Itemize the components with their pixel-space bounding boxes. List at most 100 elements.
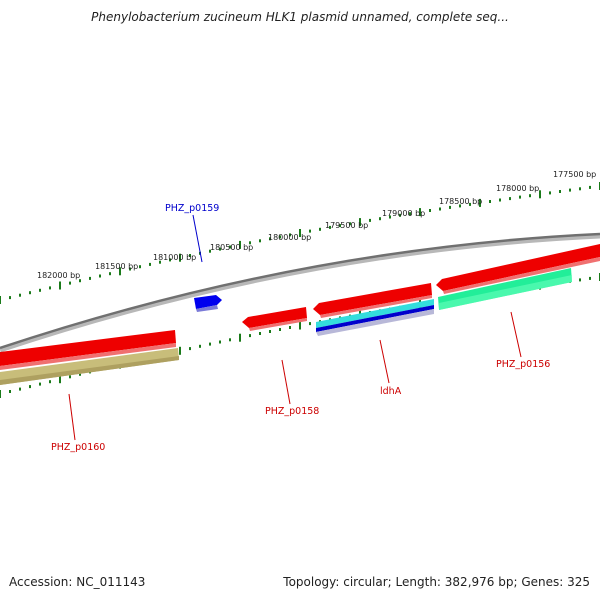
ruler-major-tick — [59, 375, 61, 384]
ruler-minor-tick — [459, 204, 461, 208]
ruler-minor-tick — [49, 286, 51, 290]
ruler-minor-tick — [109, 272, 111, 276]
upper-scale-ruler — [0, 182, 600, 304]
gene-PHZ_p0159[interactable] — [194, 295, 222, 312]
bp-label: 178500 bp — [439, 197, 482, 206]
ruler-minor-tick — [269, 237, 271, 241]
ruler-major-tick — [179, 253, 181, 262]
ruler-minor-tick — [399, 213, 401, 217]
gene-label-PHZ_p0159[interactable]: PHZ_p0159 — [165, 203, 219, 214]
ruler-minor-tick — [69, 281, 71, 285]
ruler-minor-tick — [319, 227, 321, 231]
ruler-minor-tick — [39, 382, 41, 386]
gene-label-PHZ_p0156[interactable]: PHZ_p0156 — [496, 359, 550, 370]
ruler-minor-tick — [199, 344, 201, 348]
bp-tick-labels: 177500 bp 178000 bp 178500 bp 179000 bp … — [37, 170, 596, 280]
ruler-minor-tick — [369, 218, 371, 222]
ruler-major-tick — [239, 240, 241, 249]
ruler-minor-tick — [19, 293, 21, 297]
ruler-minor-tick — [559, 190, 561, 193]
plasmid-backbone-line — [0, 232, 600, 350]
ruler-minor-tick — [389, 215, 391, 219]
ruler-minor-tick — [219, 247, 221, 251]
bp-label: 180000 bp — [268, 233, 311, 242]
ruler-minor-tick — [29, 385, 31, 389]
ruler-minor-tick — [229, 245, 231, 249]
ruler-minor-tick — [469, 202, 471, 206]
topology-summary: Topology: circular; Length: 382,976 bp; … — [283, 575, 590, 589]
ruler-minor-tick — [99, 274, 101, 278]
ruler-minor-tick — [549, 191, 551, 195]
ruler-minor-tick — [579, 187, 581, 191]
ruler-minor-tick — [309, 229, 311, 233]
ruler-minor-tick — [79, 372, 81, 376]
ruler-minor-tick — [429, 209, 431, 212]
ruler-major-tick — [539, 190, 541, 199]
ruler-minor-tick — [19, 387, 21, 391]
ruler-minor-tick — [279, 235, 281, 239]
ruler-minor-tick — [509, 197, 511, 201]
ruler-minor-tick — [269, 330, 271, 333]
accession-text: Accession: NC_011143 — [9, 575, 146, 589]
ruler-minor-tick — [169, 258, 171, 262]
ruler-minor-tick — [189, 347, 191, 351]
ruler-minor-tick — [49, 380, 51, 384]
ruler-major-tick — [359, 218, 361, 227]
ruler-minor-tick — [449, 205, 451, 209]
ruler-major-tick — [479, 198, 481, 207]
ruler-minor-tick — [579, 278, 581, 282]
bp-label: 179000 bp — [382, 209, 425, 218]
gene-label-PHZ_p0160[interactable]: PHZ_p0160 — [51, 442, 105, 453]
plasmid-backbone — [0, 233, 600, 353]
ruler-minor-tick — [489, 200, 491, 203]
ruler-minor-tick — [189, 254, 191, 257]
ruler-minor-tick — [129, 267, 131, 271]
feature-olive-track[interactable] — [0, 348, 179, 385]
feature-cyan-track[interactable] — [316, 299, 434, 336]
gene-PHZ_p0158[interactable] — [242, 307, 307, 331]
ruler-minor-tick — [379, 217, 381, 221]
ruler-minor-tick — [209, 342, 211, 346]
bp-label: 181000 bp — [153, 253, 196, 262]
ruler-minor-tick — [289, 233, 291, 237]
ruler-major-tick — [239, 333, 241, 342]
ruler-minor-tick — [9, 390, 11, 393]
bp-label: 180500 bp — [210, 243, 253, 252]
ruler-minor-tick — [249, 241, 251, 245]
gene-label-ldhA[interactable]: ldhA — [380, 386, 402, 397]
ruler-minor-tick — [29, 291, 31, 295]
ruler-minor-tick — [249, 334, 251, 338]
ruler-minor-tick — [69, 375, 71, 379]
ruler-minor-tick — [589, 276, 591, 280]
feature-teal-track[interactable] — [438, 268, 572, 310]
ruler-minor-tick — [309, 322, 311, 326]
ruler-minor-tick — [339, 224, 341, 228]
ruler-minor-tick — [409, 212, 411, 216]
bp-label: 177500 bp — [553, 170, 596, 179]
gene-label-PHZ_p0158[interactable]: PHZ_p0158 — [265, 406, 319, 417]
gene-ldhA[interactable] — [313, 283, 432, 318]
bp-label: 182000 bp — [37, 271, 80, 280]
ruler-major-tick — [299, 321, 301, 330]
ruler-minor-tick — [519, 195, 521, 199]
ruler-minor-tick — [229, 338, 231, 342]
bp-label: 178000 bp — [496, 184, 539, 193]
leader-ldhA — [379, 339, 390, 384]
ruler-minor-tick — [79, 279, 81, 283]
ruler-minor-tick — [529, 194, 531, 198]
ruler-minor-tick — [569, 188, 571, 192]
ruler-major-tick — [179, 346, 181, 355]
map-title: Phenylobacterium zucineum HLK1 plasmid u… — [91, 10, 509, 24]
ruler-minor-tick — [209, 249, 211, 253]
gene-PHZ_p0160[interactable] — [0, 330, 176, 370]
gene-PHZ_p0156[interactable] — [436, 244, 600, 294]
ruler-minor-tick — [219, 340, 221, 344]
leader-PHZ_p0160 — [68, 393, 76, 441]
ruler-major-tick — [119, 267, 121, 276]
ruler-minor-tick — [149, 262, 151, 266]
ruler-major-tick — [0, 296, 1, 304]
ruler-minor-tick — [589, 185, 591, 189]
ruler-major-tick — [299, 229, 301, 237]
ruler-minor-tick — [279, 328, 281, 331]
